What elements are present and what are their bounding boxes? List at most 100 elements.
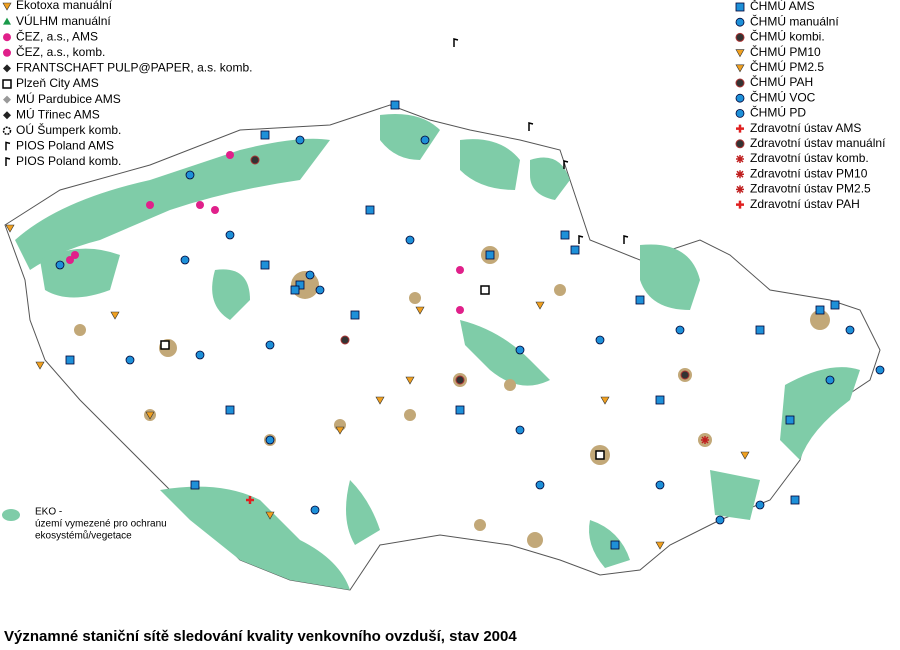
symbol [485,250,495,260]
legend-label: ČHMÚ PM10 [750,44,821,59]
symbol [250,155,260,165]
symbol [595,335,605,345]
symbol [563,160,569,169]
symbol [405,235,415,245]
legend-label: MÚ Třinec AMS [16,106,100,121]
legend-label: ČHMÚ PAH [750,74,813,89]
symbol [595,450,605,460]
symbol [65,355,75,365]
legend-label: Zdravotní ústav PAH [750,197,860,211]
symbol [735,109,745,118]
symbol [600,396,610,405]
symbol [5,141,11,151]
symbol [736,170,744,179]
symbol [196,201,204,209]
symbol [2,79,12,89]
symbol [405,376,415,385]
legend-label: ČEZ, a.s., AMS [16,28,98,43]
symbol [265,511,275,520]
symbol [623,235,629,244]
symbol [145,411,155,420]
symbol [110,311,120,320]
symbol [190,480,200,490]
symbol [736,185,744,194]
symbol [480,285,490,295]
symbol [5,224,15,233]
legend-label: PIOS Poland komb. [16,154,121,168]
symbol [635,295,645,305]
symbol [290,285,300,295]
symbol [456,306,464,314]
legend-label: ČHMÚ AMS [750,0,815,13]
stations [5,38,885,550]
symbol [570,245,580,255]
symbol [146,201,154,209]
symbol [701,436,709,444]
symbol [305,270,315,280]
legend-label: Zdravotní ústav AMS [750,121,861,135]
symbol [335,426,345,435]
symbol [195,350,205,360]
symbol [260,260,270,270]
legend-label: Zdravotní ústav komb. [750,151,869,165]
symbol [755,500,765,510]
symbol [845,325,855,335]
symbol [456,266,464,274]
legend-label: ČHMÚ kombi. [750,29,825,44]
eko-areas [15,114,860,590]
symbol [225,230,235,240]
symbol [365,205,375,215]
symbol [715,515,725,525]
symbol [735,78,745,88]
symbol [71,251,79,259]
legend-label: OÚ Šumperk komb. [16,122,121,137]
symbol [785,415,795,425]
symbol [790,495,800,505]
symbol [736,200,744,209]
symbol [2,126,12,136]
symbol [655,395,665,405]
symbol [3,17,11,25]
legend-label: Zdravotní ústav PM10 [750,166,868,180]
legend-label: PIOS Poland AMS [16,139,114,153]
symbol [655,541,665,550]
symbol [735,49,745,58]
symbol [560,230,570,240]
symbol [610,540,620,550]
legend-label: ČEZ, a.s., komb. [16,44,105,59]
symbol [55,260,65,270]
symbol [3,95,11,104]
symbol [35,361,45,370]
symbol [735,17,745,27]
symbol [735,2,745,12]
symbol [578,235,584,244]
symbol [66,256,74,264]
symbol [535,480,545,490]
symbol [830,300,840,310]
symbol [315,285,325,295]
legend-label: VÚLHM manuální [16,13,111,28]
symbol [2,2,12,11]
symbol [815,305,825,315]
symbol [125,355,135,365]
symbol [455,375,465,385]
caption: Významné staniční sítě sledování kvality… [4,628,517,645]
eko-note: území vymezené pro ochranu [35,519,167,530]
symbol [180,255,190,265]
legend-label: FRANTSCHAFT PULP@PAPER, a.s. komb. [16,61,252,75]
symbol [225,405,235,415]
eko-note: ekosystémů/vegetace [35,530,132,542]
symbol [875,365,885,375]
symbol [680,370,690,380]
symbol [420,135,430,145]
legend-label: Ekotoxa manuální [16,0,113,12]
symbol [375,396,385,405]
symbol [735,139,745,149]
symbol [265,340,275,350]
symbol [3,48,11,57]
symbol [755,325,765,335]
symbol [455,405,465,415]
symbol [535,301,545,310]
